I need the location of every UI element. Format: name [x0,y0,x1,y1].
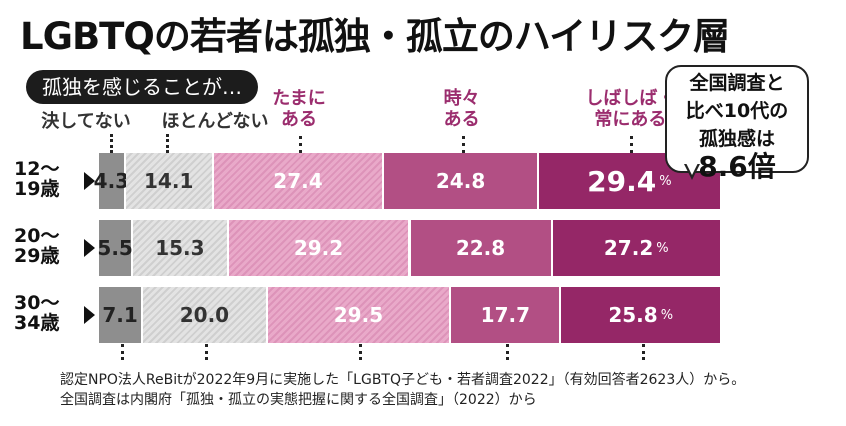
bar-segment-r1-c0: 5.5 [97,220,134,276]
bar-value-label: 25.8 [608,303,658,327]
chart-title: LGBTQの若者は孤独・孤立のハイリスク層 [20,15,730,58]
row-label-line: 30〜 [14,292,60,314]
category-label-line: 時々 [443,88,480,109]
category-label-2: たまに ある [239,88,359,130]
row-label-1: 20〜 29歳 [14,226,59,266]
row-label-line: 12〜 [14,158,60,180]
callout-tail-inner [686,163,698,175]
bar-segment-r1-c1: 15.3 [133,220,229,276]
bar-value-label: 24.8 [435,169,486,193]
bar-segment-r2-c0: 7.1 [99,287,144,343]
bar-value-label: 27.2 [603,236,654,260]
bar-value-label: 27.4 [273,169,323,193]
category-guide-top-4 [630,136,634,153]
bar-segment-r2-c3: 17.7 [451,287,562,343]
category-guide-bottom-3 [506,344,510,360]
category-label-line: しばしば・ [585,88,676,109]
bar-value-label: 22.8 [455,236,506,260]
row-label-line: 34歳 [14,312,60,334]
category-guide-top-2 [298,136,302,153]
category-label-line: ある [280,109,317,130]
bar-segment-r0-c1: 14.1 [125,153,214,209]
bar-segment-r2-c2: 29.5 [267,287,452,343]
bar-segment-r0-c0: 4.3 [94,153,129,209]
bar-value-label: 29.2 [293,236,344,260]
category-guide-bottom-4 [641,344,645,360]
row-arrow-2 [84,306,95,324]
category-guide-bottom-2 [359,344,363,360]
bar-segment-r2-c1: 20.0 [143,287,268,343]
bar-value-label: 14.1 [144,169,194,193]
row-arrow-1 [84,239,95,257]
row-label-2: 30〜 34歳 [14,293,59,333]
bar-value-label: 17.7 [480,303,531,327]
category-label-0: 決してない [26,111,146,132]
category-guide-top-0 [110,134,113,153]
bar-unit-label: % [660,307,674,323]
bar-unit-label: % [659,173,672,189]
row-label-line: 29歳 [14,245,60,267]
row-label-0: 12〜 19歳 [14,159,59,199]
bar-segment-r1-c4: 27.2% [552,220,722,276]
category-guide-top-3 [461,136,465,153]
bar-segment-r2-c4: 25.8% [561,287,722,343]
category-label-line: 決してない [41,111,131,132]
category-label-line: ほとんどない [161,111,269,132]
category-guide-bottom-1 [205,344,209,360]
category-label-1: ほとんどない [155,111,275,132]
callout-line1: 全国調査と [689,72,785,94]
bar-value-label: 15.3 [155,236,205,260]
source-note-2: 全国調査は内閣府「孤独・孤立の実態把握に関する全国調査」（2022）から [60,392,537,408]
callout-box: 全国調査と 比べ10代の 孤独感は 8.6倍 [665,65,809,183]
question-pill: 孤独を感じることが… [26,70,258,104]
bar-unit-label: % [656,240,669,256]
category-label-line: たまに [272,88,326,109]
category-label-4: しばしば・ 常にある [570,88,690,130]
callout-line3: 孤独感は [698,128,775,150]
row-label-line: 19歳 [14,178,60,200]
bar-value-label: 4.3 [93,169,130,193]
source-note-1: 認定NPO法人ReBitが2022年9月に実施した「LGBTQ子ども・若者調査2… [60,372,746,388]
bar-value-label: 5.5 [97,236,133,260]
category-label-line: 常にある [594,109,667,130]
bar-segment-r1-c2: 29.2 [228,220,411,276]
category-label-3: 時々 ある [402,88,522,130]
bar-value-label: 29.4 [587,164,657,198]
bar-value-label: 7.1 [102,303,138,327]
bar-segment-r0-c2: 27.4 [213,153,385,209]
category-label-line: ある [443,109,480,130]
bar-segment-r1-c3: 22.8 [410,220,553,276]
category-guide-bottom-0 [121,344,125,360]
bar-segment-r0-c3: 24.8 [384,153,539,209]
bar-value-label: 29.5 [333,303,384,327]
bar-value-label: 20.0 [179,303,230,327]
category-guide-top-1 [166,134,169,153]
callout-line2: 比べ10代の [685,100,789,122]
row-arrow-0 [84,172,95,190]
row-label-line: 20〜 [14,225,60,247]
callout-line4: 8.6倍 [698,150,776,183]
